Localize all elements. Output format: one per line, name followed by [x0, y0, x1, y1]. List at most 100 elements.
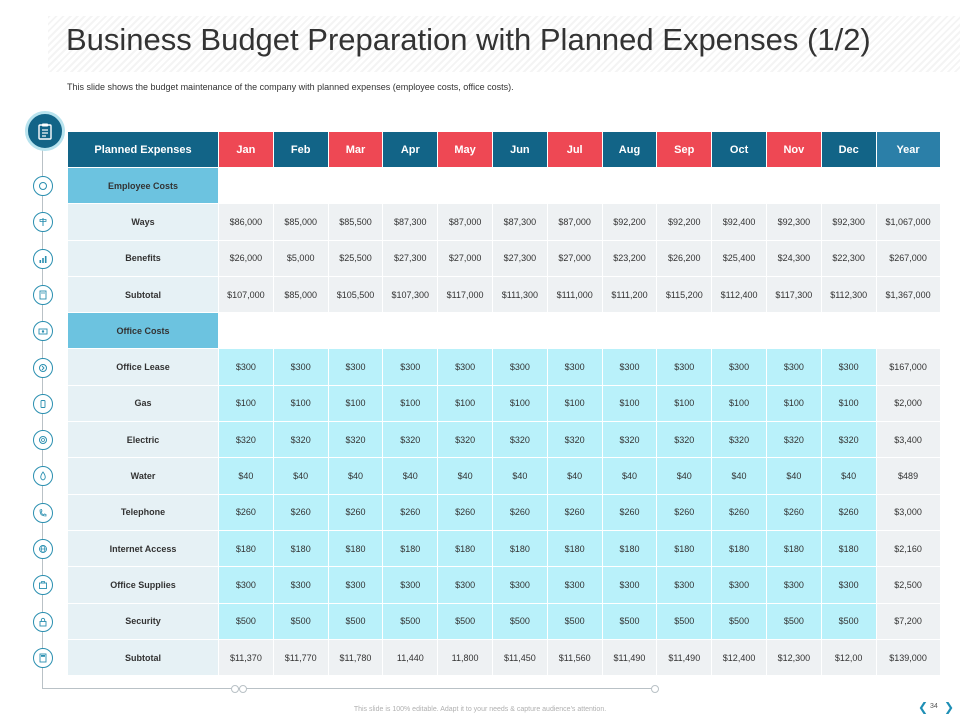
water-icon	[33, 466, 53, 487]
year-total-cell: $2,500	[875, 566, 941, 604]
table-cell: $300	[656, 348, 713, 386]
table-cell: $11,450	[491, 638, 548, 677]
telephone-icon	[33, 502, 53, 523]
table-cell: $115,200	[656, 275, 713, 314]
table-cell: $500	[218, 602, 274, 640]
table-cell: $40	[656, 457, 713, 495]
table-cell: $300	[327, 348, 384, 386]
table-cell: $40	[601, 457, 658, 495]
table-row: Ways $86,000 $85,000 $85,500 $87,300 $87,000 $…	[67, 203, 941, 241]
table-cell: $300	[382, 348, 439, 386]
year-total-cell: $3,400	[875, 421, 941, 459]
table-cell: $40	[491, 457, 548, 495]
table-cell: $320	[327, 421, 384, 459]
previous-slide-icon[interactable]: ❮	[918, 700, 929, 714]
section-blank	[218, 166, 941, 205]
timeline-horizontal-line	[42, 688, 654, 689]
table-row: Security $500 $500 $500 $500 $500 $500 $500 $500…	[67, 602, 941, 640]
timeline-vertical-line	[42, 140, 43, 688]
table-cell: $260	[382, 493, 439, 531]
column-header-month: Mar	[327, 131, 384, 168]
table-cell: $40	[272, 457, 329, 495]
gas-icon	[33, 393, 53, 414]
table-cell: $27,000	[437, 239, 493, 277]
table-cell: $11,490	[601, 638, 658, 677]
column-header-month: May	[437, 131, 493, 168]
table-cell: $5,000	[272, 239, 329, 277]
column-header-month: Nov	[765, 131, 822, 168]
table-cell: $260	[820, 493, 877, 531]
table-cell: $300	[437, 566, 493, 604]
row-label: Office Lease	[67, 348, 219, 386]
table-cell: $500	[601, 602, 658, 640]
table-cell: $300	[491, 566, 548, 604]
table-cell: $500	[656, 602, 713, 640]
table-cell: $27,000	[546, 239, 603, 277]
table-cell: $100	[272, 384, 329, 423]
table-cell: $320	[382, 421, 439, 459]
calculator-icon	[33, 284, 53, 305]
signpost-icon	[33, 212, 53, 233]
table-cell: $11,770	[272, 638, 329, 677]
table-cell: $500	[272, 602, 329, 640]
table-cell: $100	[656, 384, 713, 423]
table-cell: $92,200	[601, 203, 658, 241]
budget-table: Planned Expenses Jan Feb Mar Apr May Jun…	[67, 131, 941, 677]
year-total-cell: $489	[875, 457, 941, 495]
column-header-month: Oct	[711, 131, 767, 168]
column-header-month: Apr	[382, 131, 439, 168]
table-cell: $300	[491, 348, 548, 386]
table-cell: 11,440	[382, 638, 439, 677]
row-label: Telephone	[67, 493, 219, 531]
row-label: Internet Access	[67, 529, 219, 568]
table-cell: $40	[382, 457, 439, 495]
table-cell: $105,500	[327, 275, 384, 314]
internet-icon	[33, 539, 53, 559]
year-total-cell: $267,000	[875, 239, 941, 277]
column-header-month: Feb	[272, 131, 329, 168]
year-total-cell: $2,160	[875, 529, 941, 568]
year-total-cell: $7,200	[875, 602, 941, 640]
table-cell: $320	[820, 421, 877, 459]
table-cell: $500	[711, 602, 767, 640]
table-cell: $100	[711, 384, 767, 423]
next-slide-icon[interactable]: ❯	[944, 700, 955, 714]
row-label: Gas	[67, 384, 219, 423]
row-label: Subtotal	[67, 638, 219, 677]
table-cell: $320	[601, 421, 658, 459]
table-cell: $85,000	[272, 203, 329, 241]
table-cell: $40	[327, 457, 384, 495]
table-cell: $25,400	[711, 239, 767, 277]
table-cell: $40	[711, 457, 767, 495]
column-header-planned-expenses: Planned Expenses	[67, 131, 219, 168]
table-row: Benefits $26,000 $5,000 $25,500 $27,300 $27,0…	[67, 239, 941, 277]
table-cell: $27,300	[382, 239, 439, 277]
column-header-month: Sep	[656, 131, 713, 168]
table-cell: $300	[382, 566, 439, 604]
table-cell: $40	[218, 457, 274, 495]
chart-icon	[33, 248, 53, 269]
table-cell: $260	[601, 493, 658, 531]
table-row: Internet Access $180 $180 $180 $180 $180 $180 $…	[67, 529, 941, 568]
table-cell: $92,400	[711, 203, 767, 241]
table-cell: $260	[491, 493, 548, 531]
table-cell: $85,500	[327, 203, 384, 241]
table-cell: $300	[711, 566, 767, 604]
clipboard-icon	[25, 111, 65, 151]
table-row: Office Supplies $300 $300 $300 $300 $300 $300 $…	[67, 566, 941, 604]
table-cell: $11,560	[546, 638, 603, 677]
electric-icon	[33, 430, 53, 451]
table-cell: $180	[656, 529, 713, 568]
table-cell: $500	[820, 602, 877, 640]
table-cell: $260	[272, 493, 329, 531]
table-cell: $11,370	[218, 638, 274, 677]
row-label: Subtotal	[67, 275, 219, 314]
table-cell: $117,000	[437, 275, 493, 314]
security-icon	[33, 611, 53, 632]
lease-icon	[33, 357, 53, 378]
table-cell: $23,200	[601, 239, 658, 277]
year-total-cell: $139,000	[875, 638, 941, 677]
table-cell: $87,300	[491, 203, 548, 241]
table-cell: $260	[656, 493, 713, 531]
table-cell: $100	[327, 384, 384, 423]
